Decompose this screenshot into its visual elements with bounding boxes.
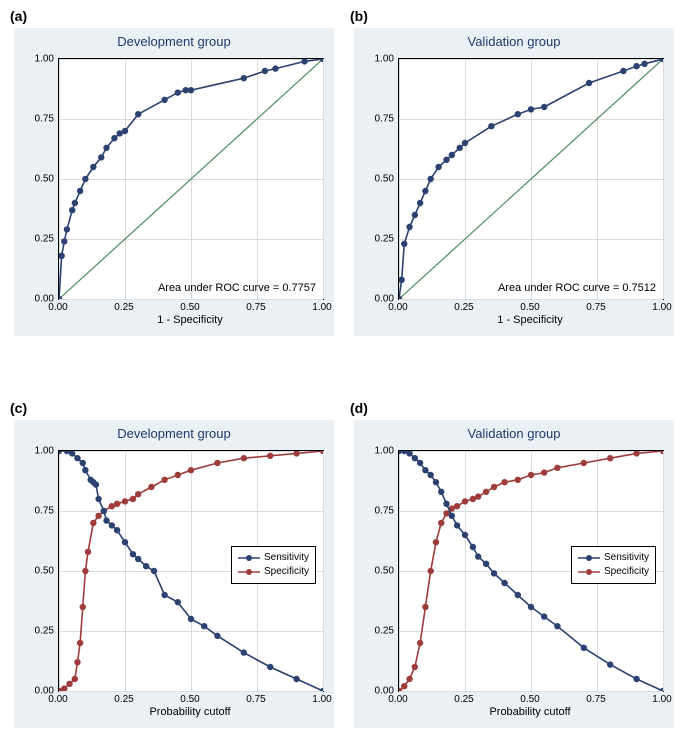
panel-label-c: (c) — [10, 400, 27, 416]
legend-item: Specificity — [578, 565, 649, 579]
ytick-label: 0.75 — [26, 506, 54, 517]
ytick-label: 0.50 — [26, 566, 54, 577]
ytick-label: 0.75 — [366, 506, 394, 517]
ytick-label: 0.25 — [26, 234, 54, 245]
ytick-label: 0.00 — [366, 686, 394, 697]
ytick-label: 0.00 — [366, 294, 394, 305]
ytick-label: 1.00 — [26, 54, 54, 65]
panel-title-d: Validation group — [354, 426, 674, 441]
legend-item: Sensitivity — [578, 551, 649, 565]
xtick-label: 0.25 — [454, 302, 473, 313]
xtick-label: 1.00 — [652, 694, 671, 705]
ytick-label: 1.00 — [366, 54, 394, 65]
panel-label-d: (d) — [350, 400, 368, 416]
figure-root: (a) Development group 0.00 0.25 0.50 0.75 1.00… — [0, 0, 685, 744]
xtick-label: 1.00 — [652, 302, 671, 313]
ytick-label: 0.25 — [366, 626, 394, 637]
ytick-label: 0.50 — [26, 174, 54, 185]
panel-d: Validation group0.000.250.500.751.000.00… — [354, 420, 674, 728]
legend-label: Sensitivity — [264, 551, 309, 565]
plot-svg-b — [399, 59, 663, 299]
gridline-h — [399, 691, 663, 692]
panel-c: Development group0.000.250.500.751.000.0… — [14, 420, 334, 728]
legend-label: Specificity — [264, 565, 309, 579]
xtick-label: 0.50 — [520, 302, 539, 313]
gridline-v — [663, 451, 664, 691]
panel-title-b: Validation group — [354, 34, 674, 49]
legend-swatch — [238, 553, 260, 563]
legend-swatch — [578, 567, 600, 577]
x-axis-label-c: Probability cutoff — [58, 706, 322, 718]
xtick-label: 1.00 — [312, 694, 331, 705]
xtick-label: 0.25 — [114, 694, 133, 705]
gridline-v — [323, 451, 324, 691]
panel-title-c: Development group — [14, 426, 334, 441]
gridline-h — [399, 299, 663, 300]
ytick-label: 1.00 — [366, 446, 394, 457]
legend-swatch — [578, 553, 600, 563]
xtick-label: 0.75 — [246, 302, 265, 313]
ytick-label: 0.25 — [366, 234, 394, 245]
xtick-label: 0.50 — [180, 694, 199, 705]
panel-label-b: (b) — [350, 8, 368, 24]
ytick-label: 0.75 — [366, 114, 394, 125]
gridline-h — [59, 691, 323, 692]
legend-item: Specificity — [238, 565, 309, 579]
x-axis-label-a: 1 - Specificity — [58, 314, 322, 326]
roc-annotation-a: Area under ROC curve = 0.7757 — [158, 282, 316, 294]
legend-c: SensitivitySpecificity — [231, 546, 316, 584]
legend-swatch — [238, 567, 260, 577]
panel-label-a: (a) — [10, 8, 27, 24]
xtick-label: 1.00 — [312, 302, 331, 313]
xtick-label: 0.75 — [586, 694, 605, 705]
xtick-label: 0.75 — [586, 302, 605, 313]
ytick-label: 0.00 — [26, 294, 54, 305]
ytick-label: 0.75 — [26, 114, 54, 125]
ytick-label: 0.50 — [366, 174, 394, 185]
legend-label: Specificity — [604, 565, 649, 579]
xtick-label: 0.50 — [180, 302, 199, 313]
plot-area-a — [58, 58, 324, 300]
panel-a: Development group0.000.250.500.751.000.0… — [14, 28, 334, 336]
ytick-label: 0.25 — [26, 626, 54, 637]
xtick-label: 0.50 — [520, 694, 539, 705]
legend-label: Sensitivity — [604, 551, 649, 565]
x-axis-label-d: Probability cutoff — [398, 706, 662, 718]
plot-svg-a — [59, 59, 323, 299]
gridline-h — [59, 299, 323, 300]
x-axis-label-b: 1 - Specificity — [398, 314, 662, 326]
xtick-label: 0.25 — [114, 302, 133, 313]
gridline-v — [663, 59, 664, 299]
roc-annotation-b: Area under ROC curve = 0.7512 — [498, 282, 656, 294]
legend-d: SensitivitySpecificity — [571, 546, 656, 584]
xtick-label: 0.25 — [454, 694, 473, 705]
ytick-label: 1.00 — [26, 446, 54, 457]
gridline-v — [323, 59, 324, 299]
plot-area-b — [398, 58, 664, 300]
panel-b: Validation group0.000.250.500.751.000.00… — [354, 28, 674, 336]
legend-item: Sensitivity — [238, 551, 309, 565]
panel-title-a: Development group — [14, 34, 334, 49]
xtick-label: 0.75 — [246, 694, 265, 705]
ytick-label: 0.50 — [366, 566, 394, 577]
ytick-label: 0.00 — [26, 686, 54, 697]
